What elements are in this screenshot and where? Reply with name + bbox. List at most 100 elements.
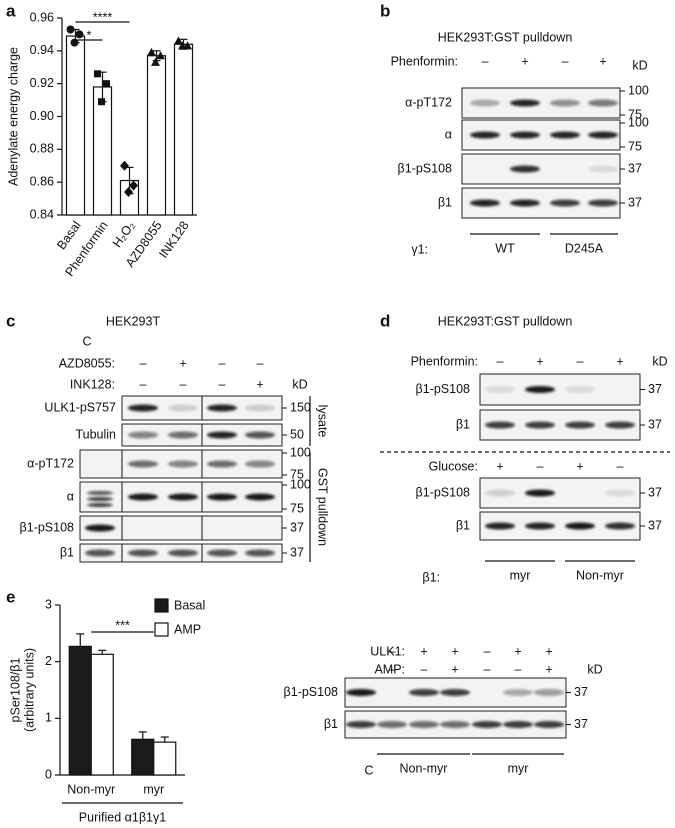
- data-point: [120, 160, 129, 171]
- y-tick-label: 0.96: [30, 10, 54, 24]
- treatment-sign: –: [515, 662, 522, 676]
- band: [440, 689, 470, 696]
- band: [485, 489, 515, 497]
- marker-label: 50: [290, 427, 304, 441]
- group-label: myr: [508, 761, 529, 775]
- band: [245, 460, 275, 468]
- band: [346, 721, 376, 728]
- treatment-label: INK128:: [70, 377, 115, 391]
- band: [377, 721, 407, 728]
- bar: [153, 741, 177, 776]
- panel-title: HEK293T:GST pulldown: [438, 314, 573, 328]
- marker-label: 37: [648, 518, 662, 532]
- control-label: C: [82, 334, 91, 348]
- legend-label: AMP: [174, 622, 201, 636]
- section-label: GST pulldown: [316, 468, 330, 546]
- treatment-sign: +: [451, 662, 458, 676]
- band: [510, 131, 540, 139]
- band: [128, 493, 158, 501]
- y-axis-label: Adenylate energy charge: [6, 47, 20, 186]
- y-tick-label: 0.86: [30, 174, 54, 188]
- band: [245, 431, 275, 439]
- band: [485, 421, 515, 429]
- band: [565, 386, 595, 393]
- treatment-sign: –: [482, 54, 489, 68]
- band: [503, 721, 533, 728]
- band: [409, 689, 439, 696]
- band: [550, 131, 580, 139]
- bar: [92, 86, 113, 216]
- row-label: β1: [438, 195, 452, 209]
- band: [605, 489, 635, 497]
- y-tick-label: 0.88: [30, 142, 54, 156]
- marker-label: 37: [648, 417, 662, 431]
- unit-label: kD: [292, 377, 307, 391]
- y-axis-label: (arbitrary units): [22, 648, 36, 732]
- marker-label: 37: [574, 717, 588, 731]
- treatment-sign: –: [562, 54, 569, 68]
- unit-label: kD: [587, 662, 602, 676]
- band: [605, 522, 635, 530]
- band: [525, 522, 555, 530]
- treatment-label: Phenformin:: [411, 354, 478, 368]
- panel-label: a: [6, 1, 16, 20]
- y-axis-label: pSer108/β1: [8, 658, 22, 723]
- marker-label: 100: [628, 115, 649, 129]
- band: [472, 721, 502, 728]
- marker-label: 37: [648, 485, 662, 499]
- band: [87, 497, 113, 501]
- band: [588, 99, 618, 107]
- treatment-sign: –: [219, 377, 226, 391]
- band: [207, 404, 237, 412]
- footer-label: γ1:: [411, 242, 428, 256]
- band: [207, 493, 237, 501]
- legend-label: Basal: [174, 598, 205, 612]
- significance-label: ***: [115, 618, 130, 632]
- data-point: [156, 51, 165, 60]
- treatment-sign: –: [389, 662, 396, 676]
- legend-swatch: [154, 622, 169, 637]
- treatment-sign: +: [616, 354, 623, 368]
- data-point: [70, 38, 79, 47]
- treatment-label: AMP:: [374, 662, 405, 676]
- panel-title: HEK293T: [106, 314, 161, 328]
- marker-label: 75: [628, 139, 642, 153]
- marker-label: 37: [628, 161, 642, 175]
- y-tick-label: 0.90: [30, 109, 54, 123]
- band: [534, 721, 564, 728]
- band: [588, 131, 618, 139]
- bar: [146, 55, 167, 216]
- band: [565, 421, 595, 429]
- panel-label: b: [380, 1, 390, 20]
- band: [409, 721, 439, 728]
- data-point: [174, 36, 183, 45]
- marker-label: 37: [574, 685, 588, 699]
- band: [87, 491, 113, 495]
- band: [168, 493, 198, 501]
- band: [128, 431, 158, 439]
- data-point: [75, 30, 84, 39]
- marker-label: 37: [648, 382, 662, 396]
- legend-swatch: [154, 598, 169, 613]
- data-point: [151, 57, 160, 66]
- group-label: Non-myr: [576, 568, 624, 582]
- unit-label: kD: [632, 58, 647, 72]
- significance-label: *: [87, 28, 92, 42]
- row-label: β1-pS108: [398, 161, 452, 175]
- band: [550, 199, 580, 207]
- band: [588, 199, 618, 207]
- x-tick-label: Non-myr: [67, 782, 115, 796]
- treatment-sign: –: [577, 354, 584, 368]
- y-tick-label: 0: [45, 767, 52, 781]
- x-axis-label: Purified α1β1γ1: [79, 810, 166, 824]
- bar: [173, 43, 194, 216]
- treatment-sign: +: [256, 377, 263, 391]
- band: [510, 165, 540, 173]
- marker-label: 100: [290, 477, 311, 491]
- band: [485, 386, 515, 393]
- significance-label: ****: [93, 10, 113, 24]
- panel-label: e: [6, 587, 15, 606]
- marker-label: 37: [290, 545, 304, 559]
